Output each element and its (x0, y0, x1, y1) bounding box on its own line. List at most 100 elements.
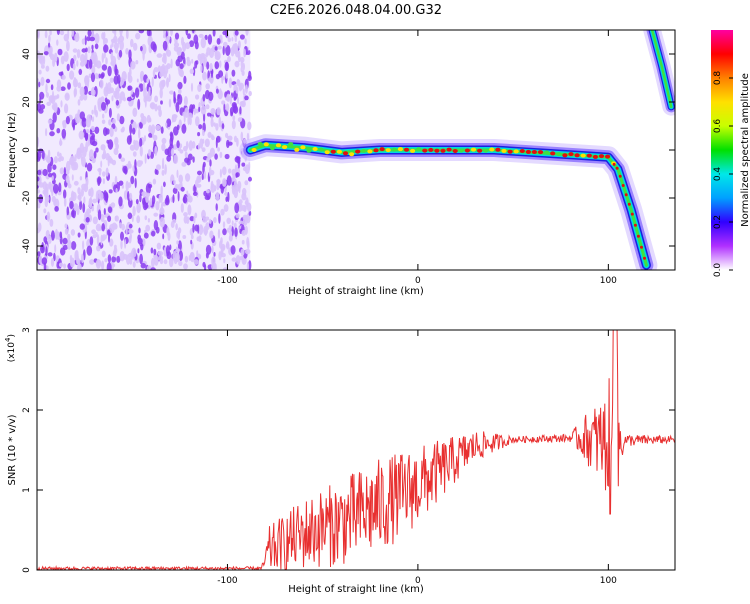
noise-speckle (125, 48, 129, 55)
snr-multiplier: (x104) (4, 334, 17, 362)
noise-speckle (225, 103, 230, 112)
signal-track-peak (556, 152, 562, 157)
noise-speckle (180, 203, 184, 213)
noise-speckle (151, 230, 156, 237)
noise-speckle (100, 144, 106, 151)
noise-speckle (77, 232, 81, 238)
noise-speckle (156, 53, 163, 58)
noise-speckle (113, 147, 119, 156)
noise-speckle (212, 30, 216, 37)
noise-speckle (187, 115, 190, 126)
noise-speckle (101, 235, 106, 242)
noise-speckle (145, 97, 152, 102)
noise-speckle (43, 189, 49, 198)
colorbar-tick-label: 0.4 (713, 167, 723, 182)
noise-speckle (39, 54, 44, 65)
noise-speckle (116, 113, 120, 122)
noise-speckle (138, 30, 145, 34)
noise-speckle (118, 196, 123, 207)
noise-speckle (118, 49, 123, 58)
noise-speckle (119, 30, 123, 34)
noise-speckle (120, 157, 126, 162)
noise-speckle (37, 176, 40, 182)
noise-speckle (140, 113, 145, 119)
noise-speckle (193, 259, 199, 265)
noise-speckle (223, 204, 229, 212)
noise-speckle (119, 222, 122, 229)
noise-speckle (177, 240, 182, 252)
noise-speckle (54, 206, 59, 212)
noise-speckle (158, 255, 164, 262)
noise-speckle (181, 161, 187, 167)
noise-speckle (164, 148, 170, 156)
noise-speckle (64, 169, 70, 175)
noise-speckle (236, 78, 240, 87)
noise-speckle (79, 61, 85, 67)
noise-speckle (209, 62, 213, 71)
noise-speckle (178, 119, 182, 128)
noise-speckle (240, 248, 245, 256)
noise-speckle (163, 259, 168, 265)
noise-speckle (79, 86, 85, 97)
noise-speckle (71, 210, 75, 218)
noise-speckle (142, 50, 145, 61)
noise-speckle (161, 137, 167, 144)
noise-speckle (107, 206, 113, 213)
noise-speckle (226, 135, 233, 140)
noise-speckle (84, 75, 89, 85)
noise-speckle (248, 210, 252, 216)
noise-speckle (235, 86, 239, 94)
noise-speckle (73, 180, 79, 186)
noise-speckle (65, 116, 70, 125)
noise-speckle (242, 88, 245, 96)
noise-speckle (60, 55, 65, 65)
noise-speckle (37, 189, 41, 194)
noise-speckle (148, 184, 153, 189)
signal-track-peak (483, 148, 489, 153)
noise-speckle (92, 198, 98, 204)
noise-speckle (106, 139, 110, 144)
noise-speckle (205, 83, 210, 90)
noise-speckle (73, 54, 77, 62)
noise-speckle (235, 172, 240, 178)
noise-speckle (125, 30, 129, 40)
noise-speckle (86, 208, 92, 215)
noise-speckle (138, 227, 141, 234)
noise-speckle (72, 78, 78, 88)
noise-speckle (173, 42, 180, 48)
noise-speckle (207, 112, 211, 117)
noise-speckle (85, 177, 89, 187)
noise-speckle (130, 250, 134, 260)
noise-speckle (115, 143, 119, 150)
noise-speckle (211, 47, 214, 52)
noise-speckle (205, 216, 210, 221)
signal-track-peak (621, 184, 625, 187)
noise-speckle (53, 102, 58, 113)
noise-speckle (201, 147, 206, 153)
noise-speckle (143, 135, 147, 142)
signal-track-peak (586, 153, 592, 158)
noise-speckle (200, 37, 206, 49)
noise-speckle (176, 124, 180, 131)
noise-speckle (207, 34, 213, 45)
noise-speckle (89, 36, 95, 42)
noise-speckle (99, 79, 104, 89)
noise-speckle (129, 233, 132, 240)
noise-speckle (248, 70, 252, 79)
noise-speckle (72, 122, 75, 131)
noise-speckle (91, 116, 95, 123)
noise-speckle (127, 160, 131, 168)
noise-speckle (58, 182, 62, 193)
noise-speckle (132, 151, 137, 157)
x-tick-label: -100 (217, 576, 238, 586)
noise-speckle (177, 227, 182, 234)
noise-speckle (201, 209, 206, 220)
noise-speckle (144, 203, 149, 209)
noise-speckle (194, 108, 200, 114)
noise-speckle (113, 90, 117, 98)
noise-speckle (240, 131, 244, 142)
noise-speckle (97, 168, 102, 172)
snr-y-ticks: 0 1 2 3 (22, 327, 675, 573)
noise-speckle (40, 76, 45, 86)
noise-speckle (233, 135, 238, 143)
